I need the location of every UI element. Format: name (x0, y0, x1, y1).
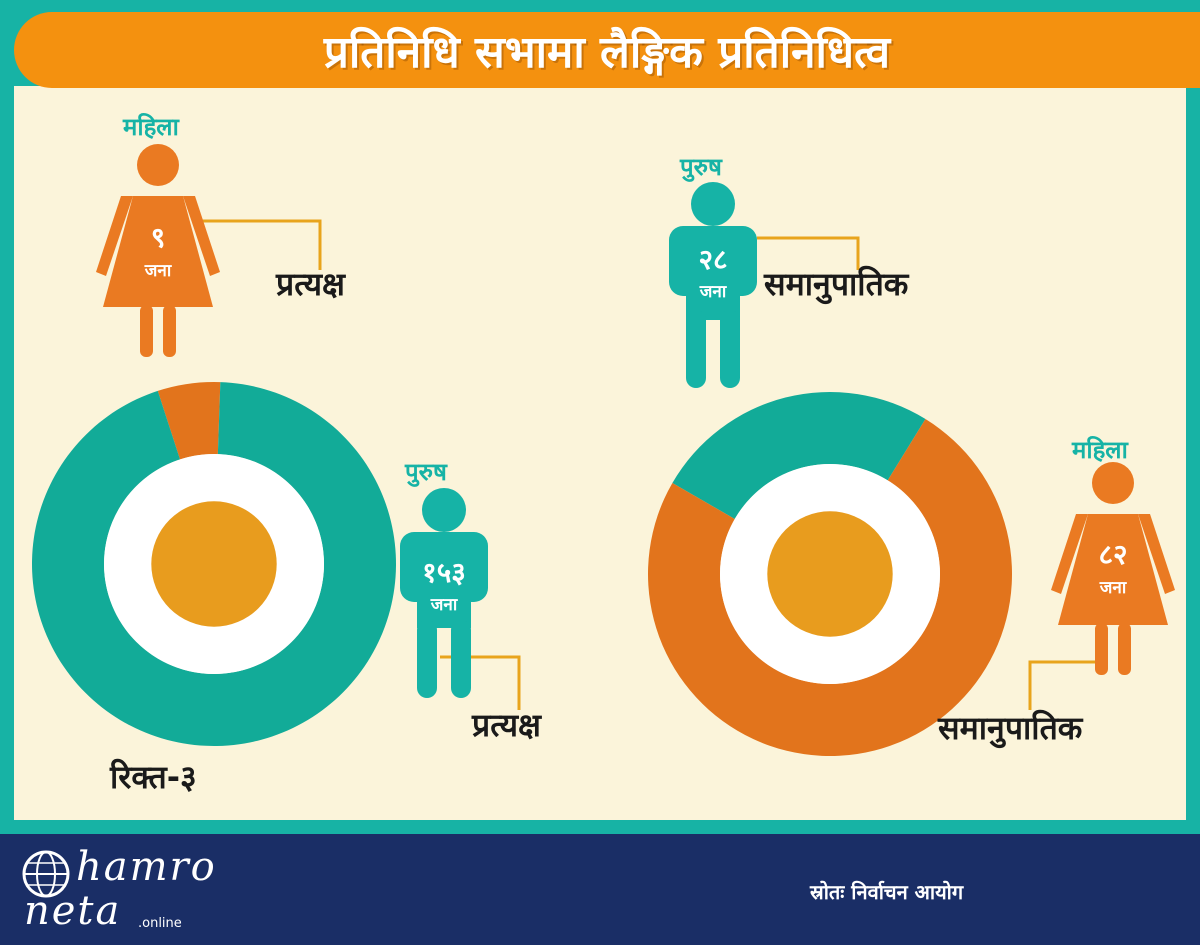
male-figure (400, 488, 488, 698)
value-label-male-proportional: २८ (698, 243, 727, 276)
unit-label: जना (699, 282, 727, 302)
legend-male-proportional: पुरुष (680, 153, 722, 181)
title-bar: प्रतिनिधि सभामा लैङ्गिक प्रतिनिधित्व (14, 12, 1200, 88)
logo-text-neta: neta (24, 888, 122, 934)
unit-label: जना (144, 261, 172, 281)
legend-female-proportional: महिला (1072, 436, 1128, 464)
category-label-male-proportional: समानुपातिक (764, 265, 909, 303)
connector-line (1028, 660, 1097, 710)
female-figure (1051, 462, 1175, 675)
donut-center-disc (767, 511, 893, 637)
source-credit: स्रोतः निर्वाचन आयोग (810, 880, 964, 904)
connector-line (757, 236, 860, 270)
donut-slice-female-proportional (648, 419, 1012, 757)
category-label-female-direct: प्रत्यक्ष (276, 265, 345, 303)
logo-text-hamro: hamro (76, 844, 217, 890)
footer: hamro neta .online स्रोतः निर्वाचन आयोग (0, 834, 1200, 945)
value-label-male-direct: १५३ (422, 556, 466, 589)
vacant-annotation: रिक्त-३ (110, 758, 197, 796)
logo-suffix: .online (138, 916, 182, 931)
donut-chart-proportional (648, 392, 1012, 757)
donut-slice-female-direct (157, 382, 221, 460)
donut-chart-direct (31, 382, 396, 747)
brand-logo: hamro neta .online (20, 844, 250, 936)
page-title: प्रतिनिधि सभामा लैङ्गिक प्रतिनिधित्व (323, 27, 891, 78)
unit-label: जना (1099, 578, 1127, 598)
value-label-female-direct: ९ (151, 221, 166, 254)
donut-slice-male-proportional (672, 392, 926, 519)
category-label-male-direct: प्रत्यक्ष (472, 706, 541, 744)
value-label-female-proportional: ८२ (1098, 538, 1127, 571)
donut-slice-male-direct (31, 382, 396, 747)
category-label-female-proportional: समानुपातिक (938, 709, 1083, 747)
donut-center-disc (151, 501, 277, 627)
female-figure (96, 144, 220, 357)
male-figure (669, 182, 757, 388)
connector-line (200, 219, 322, 270)
unit-label: जना (430, 595, 458, 615)
legend-male-direct: पुरुष (405, 458, 447, 486)
legend-female-direct: महिला (123, 113, 179, 141)
globe-icon (22, 850, 70, 898)
